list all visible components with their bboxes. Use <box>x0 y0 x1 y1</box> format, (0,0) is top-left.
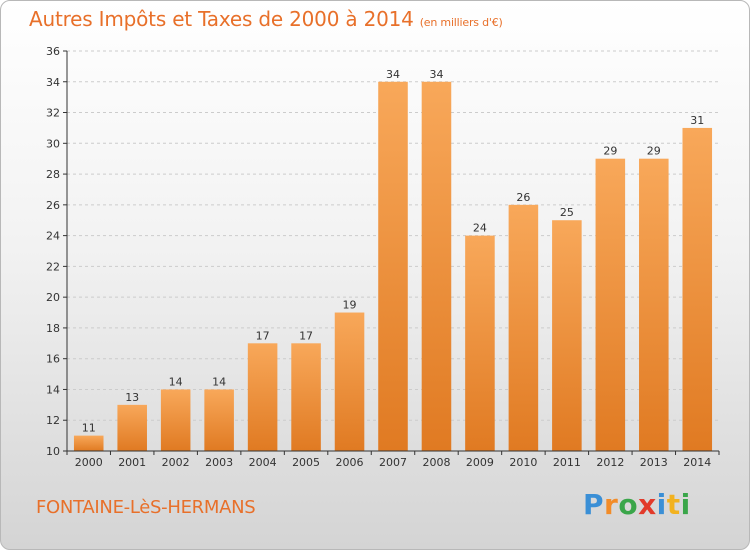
x-tick-label: 2000 <box>75 456 103 469</box>
bar <box>204 389 234 451</box>
bar-value-label: 11 <box>82 422 96 435</box>
bar <box>552 220 582 451</box>
bar-value-label: 24 <box>473 222 487 235</box>
y-tick-label: 36 <box>46 45 60 58</box>
x-tick-label: 2001 <box>118 456 146 469</box>
y-tick-label: 20 <box>46 291 60 304</box>
bar-value-label: 25 <box>560 206 574 219</box>
chart-title-unit: (en milliers d'€) <box>419 16 503 29</box>
logo-letter: i <box>656 488 667 521</box>
y-tick-label: 26 <box>46 199 60 212</box>
y-tick-label: 16 <box>46 353 60 366</box>
bar-value-label: 29 <box>647 145 661 158</box>
bar <box>508 204 539 451</box>
bar <box>291 343 321 451</box>
bar-value-label: 31 <box>690 114 704 127</box>
commune-name: FONTAINE-LèS-HERMANS <box>36 497 256 518</box>
logo-letter: r <box>604 488 619 521</box>
bar-value-label: 34 <box>386 68 400 81</box>
bar-value-label: 29 <box>603 145 617 158</box>
logo-letter: o <box>618 488 639 521</box>
x-tick-label: 2011 <box>553 456 581 469</box>
y-tick-label: 32 <box>46 107 60 120</box>
x-tick-label: 2012 <box>596 456 624 469</box>
bar <box>247 343 278 451</box>
bar <box>160 389 191 451</box>
bar <box>639 158 669 451</box>
x-axis: 2000 2001 2002 2003 2004 2005 2006 2007 2008 2009… <box>66 450 720 469</box>
logo-letter: P <box>583 488 605 521</box>
y-tick-label: 30 <box>46 137 60 150</box>
logo-letter: x <box>638 488 657 521</box>
y-tick-label: 28 <box>46 168 60 181</box>
y-tick-label: 10 <box>46 445 60 458</box>
x-tick-label: 2007 <box>379 456 407 469</box>
y-tick-label: 18 <box>46 322 60 335</box>
y-tick-label: 22 <box>46 260 60 273</box>
bar <box>421 81 452 452</box>
bar-value-label: 26 <box>516 191 530 204</box>
y-tick-label: 12 <box>46 414 60 427</box>
bar-value-label: 14 <box>169 375 183 388</box>
y-tick-label: 34 <box>46 76 60 89</box>
bar-value-label: 34 <box>429 68 443 81</box>
chart-title: Autres Impôts et Taxes de 2000 à 2014 (en… <box>29 7 503 31</box>
bar <box>334 312 365 451</box>
x-tick-label: 2005 <box>292 456 320 469</box>
logo-letter: t <box>666 488 681 521</box>
bar <box>595 158 626 451</box>
bar-value-label: 14 <box>212 375 226 388</box>
x-tick-label: 2004 <box>249 456 277 469</box>
x-tick-label: 2009 <box>466 456 494 469</box>
y-tick-label: 14 <box>46 383 60 396</box>
y-axis: 10 12 14 16 18 20 22 24 26 28 30 32 34 36 <box>46 45 68 458</box>
y-tick-label: 24 <box>46 230 60 243</box>
bars: 11 13 14 14 17 17 19 34 34 24 26 25 29 29 31 <box>73 68 713 452</box>
x-tick-label: 2003 <box>205 456 233 469</box>
bar-value-label: 19 <box>343 299 357 312</box>
bar-value-label: 17 <box>256 329 270 342</box>
bar <box>73 435 104 451</box>
bar <box>117 404 147 451</box>
x-tick-label: 2010 <box>509 456 537 469</box>
chart-title-text: Autres Impôts et Taxes de 2000 à 2014 <box>29 7 414 31</box>
bar-value-label: 13 <box>125 391 139 404</box>
bar <box>378 81 408 452</box>
x-tick-label: 2008 <box>422 456 450 469</box>
proxiti-logo[interactable]: Proxiti <box>583 488 691 521</box>
x-tick-label: 2013 <box>640 456 668 469</box>
x-tick-label: 2002 <box>162 456 190 469</box>
bar <box>465 235 495 451</box>
x-tick-label: 2014 <box>683 456 711 469</box>
x-tick-label: 2006 <box>336 456 364 469</box>
logo-letter: i <box>680 488 691 521</box>
bar-value-label: 17 <box>299 329 313 342</box>
bar <box>682 127 713 451</box>
